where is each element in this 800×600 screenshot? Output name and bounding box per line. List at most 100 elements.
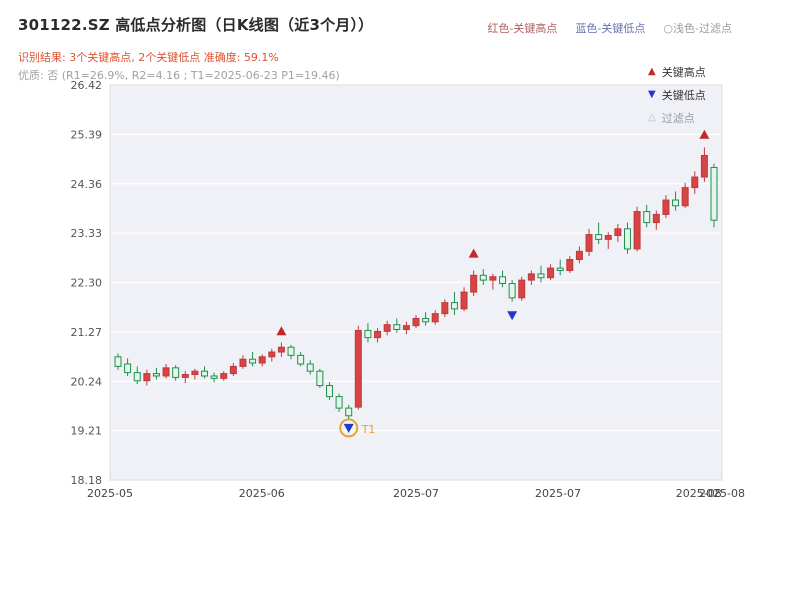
candle-body	[297, 354, 305, 365]
x-tick-label: 2025-07	[393, 487, 439, 500]
candle-body	[412, 317, 420, 327]
key-low-triangle-icon: ▼	[648, 88, 656, 100]
y-tick-label: 25.39	[71, 128, 103, 141]
y-tick-label: 19.21	[71, 425, 103, 438]
x-tick-label: 2025-06	[239, 487, 285, 500]
candle-body	[681, 187, 689, 207]
candle-body	[124, 363, 132, 374]
key-high-marker	[276, 326, 287, 336]
plot-legend-item-key-high: ▲ 关键高点	[648, 60, 706, 83]
candle-body	[191, 370, 199, 376]
candle-body	[277, 346, 285, 353]
candle-body	[210, 375, 218, 379]
candle-body	[268, 351, 276, 358]
candle-body	[431, 313, 439, 323]
candle-body	[623, 228, 631, 250]
candle-body	[229, 365, 237, 375]
candle-body	[181, 374, 189, 378]
candle-body	[585, 234, 593, 252]
key-high-marker	[468, 248, 479, 258]
candle-body	[306, 363, 314, 372]
candle-body	[422, 317, 430, 323]
candle-body	[575, 250, 583, 260]
candle-body	[556, 267, 564, 272]
candle-body	[537, 273, 545, 279]
y-tick-label: 23.33	[71, 227, 103, 240]
candle-body	[595, 234, 603, 240]
quality-summary: 优质: 否 (R1=26.9%, R2=4.16 ; T1=2025-06-23…	[18, 69, 340, 82]
candle-body	[133, 372, 141, 382]
plot-border	[109, 84, 723, 481]
y-tick-label: 18.18	[71, 474, 103, 487]
candle-body	[460, 291, 468, 310]
header-legend-filtered: ○浅色-过滤点	[663, 22, 732, 35]
candle-body	[152, 373, 160, 377]
x-tick-label: 2025-08	[699, 487, 745, 500]
candle-body	[239, 358, 247, 367]
plot-legend: ▲ 关键高点 ▼ 关键低点 △ 过滤点	[648, 60, 706, 129]
candle-body	[172, 367, 180, 378]
candle-body	[393, 324, 401, 330]
key-low-marker	[507, 311, 518, 321]
candle-body	[162, 367, 170, 377]
candle-body	[633, 211, 641, 250]
candle-body	[402, 325, 410, 330]
t1-ring	[339, 418, 359, 438]
candle-body	[691, 176, 699, 189]
plot-legend-label: 关键低点	[661, 88, 706, 102]
candle-body	[527, 273, 535, 281]
candle-body	[316, 370, 324, 387]
key-high-triangle-icon: ▲	[648, 65, 656, 77]
candle-body	[710, 166, 718, 221]
candle-body	[652, 213, 660, 224]
plot-legend-label: 过滤点	[661, 111, 695, 125]
candle-body	[700, 154, 708, 178]
candle-body	[220, 373, 228, 379]
candle-body	[441, 302, 449, 315]
candle-body	[489, 276, 497, 281]
y-tick-label: 21.27	[71, 326, 103, 339]
candle-body	[201, 370, 209, 377]
candle-body	[383, 324, 391, 332]
candle-body	[643, 211, 651, 224]
candle-body	[325, 385, 333, 398]
x-tick-label: 2025-07	[535, 487, 581, 500]
y-tick-label: 22.30	[71, 277, 103, 290]
key-high-marker	[699, 129, 710, 139]
x-tick-label: 2025-08	[676, 487, 722, 500]
candle-body	[345, 407, 353, 417]
header-legend-key-high: 红色-关键高点	[487, 22, 558, 35]
candle-body	[114, 356, 122, 367]
candle-body	[672, 199, 680, 207]
candle-body	[249, 358, 257, 364]
candle-body	[470, 274, 478, 293]
candle-body	[566, 258, 574, 272]
plot-legend-item-key-low: ▼ 关键低点	[648, 83, 706, 106]
candle-body	[354, 329, 362, 408]
plot-legend-item-filtered: △ 过滤点	[648, 106, 706, 129]
candle-body	[508, 282, 516, 299]
candle-body	[258, 356, 266, 364]
candle-body	[143, 373, 151, 382]
t1-label: T1	[361, 423, 376, 436]
candle-body	[287, 346, 295, 356]
candle-body	[614, 228, 622, 237]
candle-body	[335, 396, 343, 409]
y-tick-label: 26.42	[71, 79, 103, 92]
header-legend-key-low: 蓝色-关键低点	[575, 22, 646, 35]
candle-body	[479, 274, 487, 281]
candle-body	[364, 329, 372, 339]
page-title: 301122.SZ 高低点分析图（日K线图（近3个月））	[18, 16, 374, 34]
recognition-result: 识别结果: 3个关键高点, 2个关键低点 准确度: 59.1%	[18, 51, 279, 64]
y-tick-label: 20.24	[71, 375, 103, 388]
candle-body	[374, 330, 382, 339]
filter-triangle-icon: △	[648, 111, 656, 123]
candle-body	[662, 199, 670, 215]
candle-body	[518, 279, 526, 299]
candle-body	[499, 276, 507, 284]
candle-body	[547, 267, 555, 279]
key-low-marker	[343, 423, 354, 433]
candle-body	[450, 302, 458, 310]
